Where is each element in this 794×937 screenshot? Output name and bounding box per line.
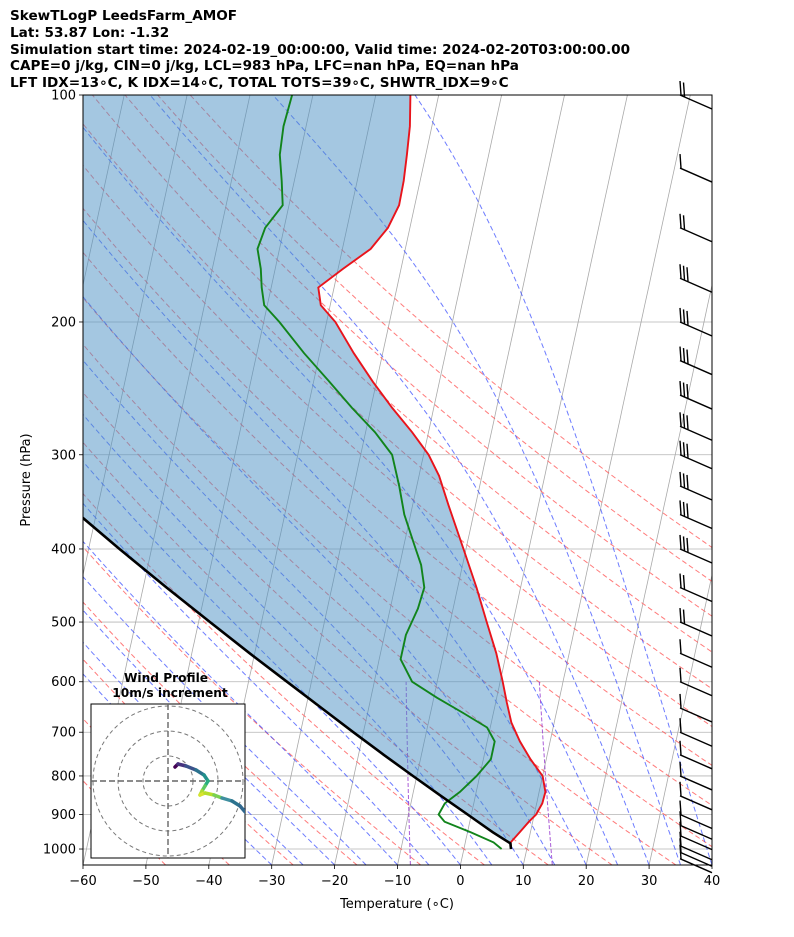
isotherm-line [648,573,712,865]
wind-barb [679,154,713,183]
y-tick-label: 600 [51,675,76,690]
dry-adiabat-line [83,164,712,728]
wind-barb [679,500,713,530]
wind-barb [679,693,713,723]
wind-barb [679,381,713,410]
dry-adiabat-line [83,207,712,767]
isotherm-line [711,863,712,865]
moist-adiabat-line [149,95,650,865]
parcel-line [83,516,513,850]
wind-barb [679,412,713,441]
wind-barb [679,440,713,470]
wind-barb [679,213,713,243]
dry-adiabat-line [92,95,712,653]
x-tick-label: 40 [704,874,721,889]
wind-barb [679,471,713,501]
moist-adiabat-line [83,502,430,865]
wind-barb [679,639,713,668]
x-tick-label: 0 [456,874,464,889]
y-tick-label: 700 [51,726,76,741]
mixing-ratio-line [538,681,553,865]
wind-barb [679,607,713,637]
x-tick-label: 10 [515,874,532,889]
hodograph-trace [184,764,198,772]
temperature-line [317,95,547,850]
axes: −60 −50 −40 −30 −20 −10 0 10 20 30 40 1000 900 800 700… [43,89,720,890]
dry-adiabat-line [157,95,712,583]
hodograph-subtitle: 10m/s increment [112,686,228,700]
chart-title-block: SkewTLogP LeedsFarm_AMOF Lat: 53.87 Lon:… [10,8,630,92]
wind-barb [679,80,713,110]
x-tick-label: −50 [132,874,159,889]
series-layer [83,95,547,850]
wind-barb [679,667,713,697]
x-tick-label: −30 [258,874,285,889]
hodograph-trace [238,804,245,815]
wind-barb [679,346,713,376]
index-line: LFT IDX=13∘C, K IDX=14∘C, TOTAL TOTS=39∘… [10,75,509,92]
moist-adiabat-line [83,609,335,865]
isotherm-line [585,283,712,865]
temperature-dewpoint-fill [83,95,546,849]
y-tick-label: 300 [51,448,76,463]
moist-adiabat-line [83,641,304,865]
time-line: Simulation start time: 2024-02-19_00:00:… [10,41,631,58]
y-tick-label: 200 [51,315,76,330]
y-tick-label: 1000 [43,843,76,858]
y-axis-label: Pressure (hPa) [19,433,34,526]
wind-barbs [679,80,713,874]
x-tick-label: 20 [578,874,595,889]
moist-adiabat-line [414,95,712,865]
x-tick-label: 30 [641,874,658,889]
wind-barb [679,844,713,874]
moist-adiabat-line [272,95,681,865]
y-tick-label: 800 [51,769,76,784]
y-tick-label: 900 [51,808,76,823]
dry-adiabat-line [83,492,485,865]
isotherm-line [522,95,691,865]
y-tick-label: 400 [51,542,76,557]
x-tick-label: −20 [321,874,348,889]
dry-adiabat-line [83,546,422,865]
wind-barb [679,534,713,564]
stability-line: CAPE=0 j/kg, CIN=0 j/kg, LCL=983 hPa, LF… [10,58,519,75]
moist-adiabat-line [83,575,367,865]
y-tick-label: 500 [51,616,76,631]
location-line: Lat: 53.87 Lon: -1.32 [10,24,170,41]
wind-barb [679,821,713,851]
x-tick-label: −10 [384,874,411,889]
wind-barb [679,811,713,840]
dry-adiabat-line [124,95,712,617]
cape-cin-area [83,95,546,849]
wind-barb [679,307,713,337]
wind-barb [679,781,713,811]
dewpoint-line [256,95,503,850]
hodograph-inset: Wind Profile 10m/s increment [90,671,246,859]
hodograph-title: Wind Profile [124,671,208,685]
dry-adiabat-line [83,251,712,807]
dry-adiabat-line [83,601,358,865]
wind-barb [679,573,713,603]
wind-barb [679,264,713,293]
moist-adiabat-line [83,540,398,865]
wind-barb [679,718,713,747]
x-tick-label: −60 [69,874,96,889]
wind-barb [679,740,713,770]
wind-barb [679,761,713,791]
x-tick-label: −40 [195,874,222,889]
chart-title: SkewTLogP LeedsFarm_AMOF [10,8,238,24]
wind-barb [679,800,713,830]
y-tick-label: 100 [51,89,76,104]
x-axis-label: Temperature (∘C) [339,897,454,912]
dry-adiabat-line [83,658,294,865]
